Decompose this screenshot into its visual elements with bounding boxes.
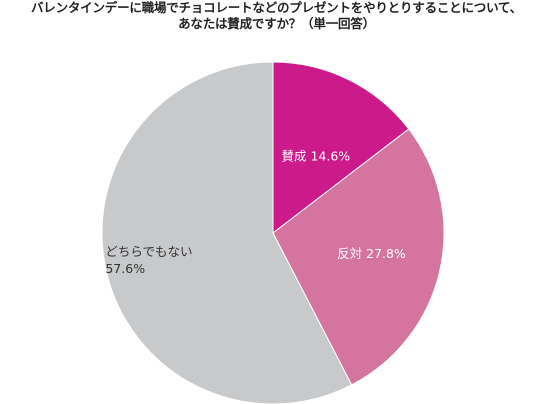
pie-slice-2 [272,128,445,386]
pie-slice-name: どちらでもない [105,244,192,259]
pie-slice-label-1: 賛成 14.6% [282,148,351,163]
pie-slice-value: 57.6% [105,261,145,276]
pie-slice-1 [272,61,410,235]
pie-slice-label-3: どちらでもない 57.6% [105,244,192,276]
chart-title-line-1: バレンタインデーに職場でチョコレートなどのプレゼントをやりとりすることについて、 [30,0,522,15]
pie-slice-label-2: 反対 27.8% [337,246,406,261]
chart-title-line-2: あなたは賛成ですか？（単一回答） [178,16,375,31]
chart-title: バレンタインデーに職場でチョコレートなどのプレゼントをやりとりすることについて、… [0,0,553,32]
